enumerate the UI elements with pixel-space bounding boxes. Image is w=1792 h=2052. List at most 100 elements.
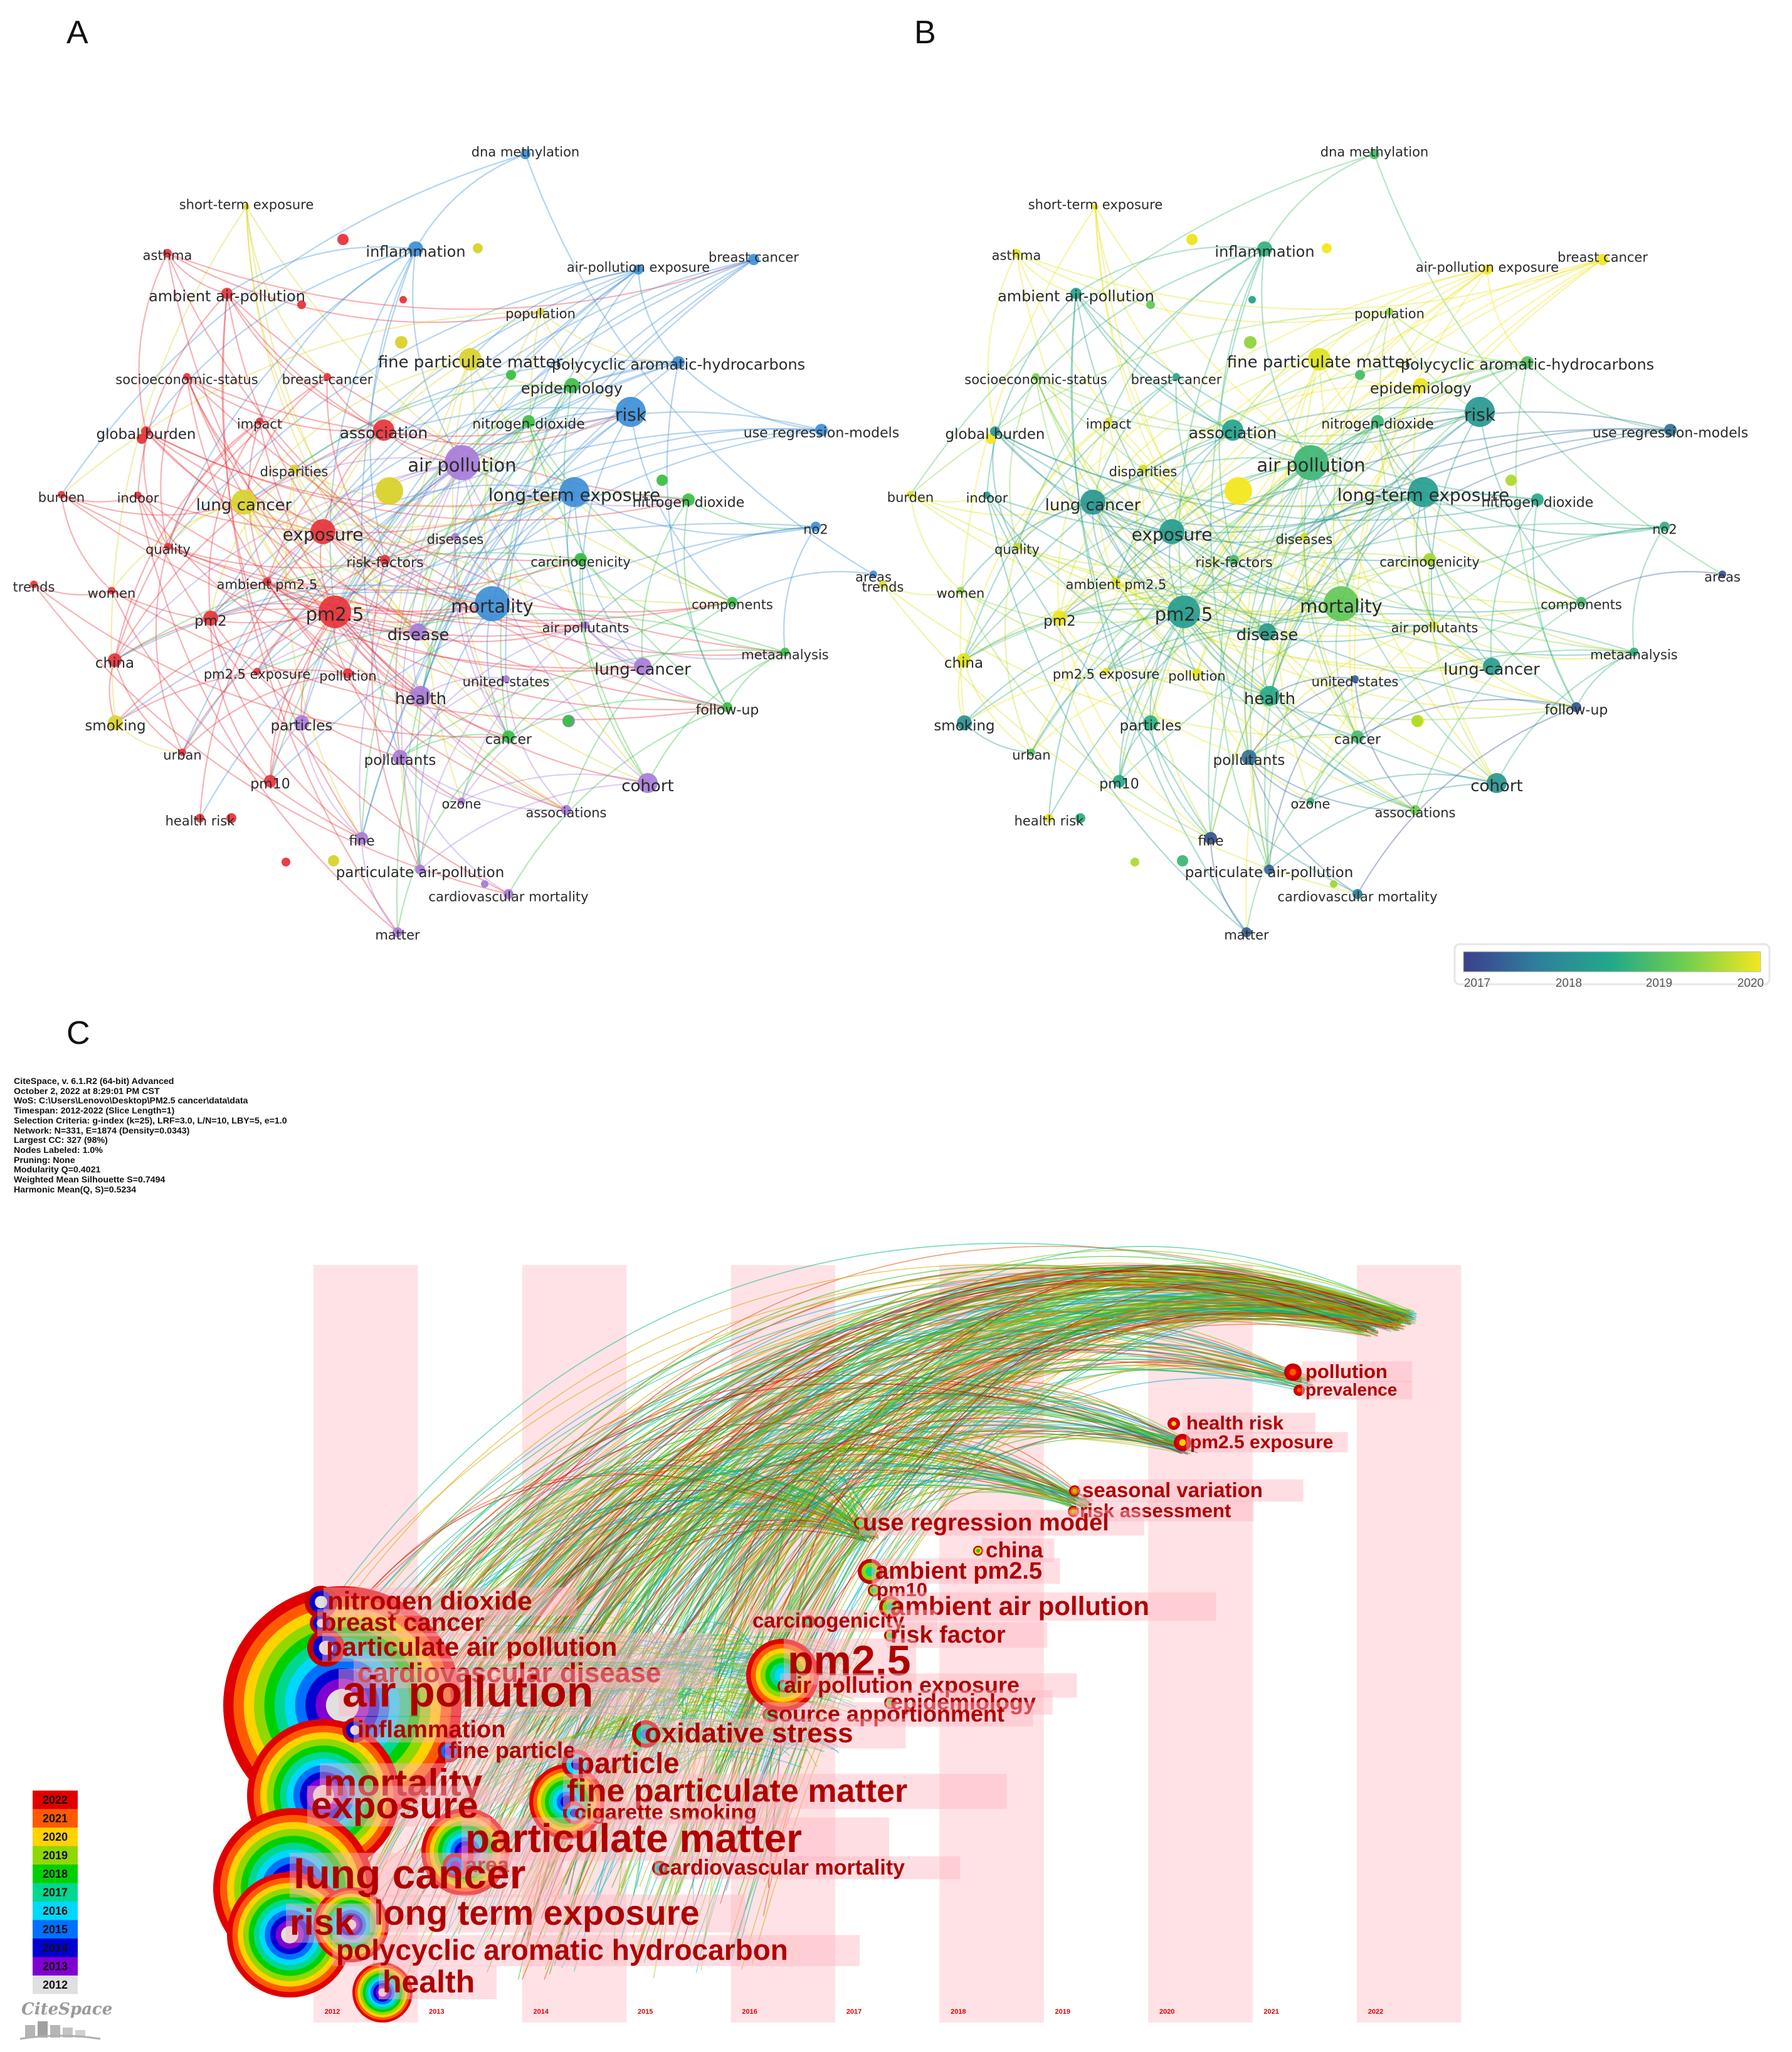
network-node	[1244, 336, 1257, 349]
network-edge	[500, 385, 572, 737]
timeline-panel: 2012 2013 2014 2015 2016 2017 2018 2019 2020 2021…	[33, 1243, 1462, 2023]
network-edge	[419, 782, 648, 870]
network-edge	[418, 558, 581, 633]
network-edge	[417, 259, 754, 633]
network-edge	[186, 376, 324, 532]
network-edge	[266, 581, 567, 811]
overlay-network-panel: dna methylation short-term exposure asthma…	[862, 144, 1749, 942]
network-edge	[1309, 736, 1358, 802]
network-node	[1371, 415, 1384, 428]
node-label: associations	[1374, 805, 1455, 820]
network-edge	[1319, 359, 1421, 387]
keyword-label: source apportionment	[766, 1701, 1004, 1727]
timeline-link	[397, 1300, 1408, 1717]
node-label: cancer	[485, 732, 532, 748]
network-node	[1410, 805, 1420, 815]
keyword-label-bg	[859, 1510, 1144, 1536]
network-node	[1192, 668, 1202, 678]
network-edge	[1183, 611, 1497, 784]
network-edge	[115, 611, 335, 723]
year-legend: 2022 2021 2020 2019 2018 2017 2016 2015 2014 2013…	[33, 1791, 78, 1994]
network-node	[562, 715, 574, 727]
network-edge	[160, 376, 187, 547]
network-edge	[1016, 535, 1305, 569]
network-edge	[461, 773, 648, 802]
network-edge	[182, 672, 349, 753]
network-node	[264, 775, 277, 787]
network-node	[1294, 445, 1329, 480]
network-edge	[1035, 376, 1480, 437]
node-label: socioeconomic-status	[115, 372, 258, 387]
axis-year: 2022	[1368, 2008, 1383, 2016]
network-edge	[418, 603, 493, 870]
legend-year: 2021	[43, 1813, 68, 1825]
network-edge	[1105, 559, 1235, 672]
keyword-node	[774, 1667, 791, 1683]
timeline-link	[643, 1433, 1189, 1963]
network-edge	[910, 493, 1094, 516]
timeline-link	[717, 1268, 1392, 1684]
network-edge	[208, 421, 260, 619]
network-edge	[113, 421, 260, 661]
network-edge	[688, 499, 816, 530]
legend-swatch	[33, 1809, 78, 1828]
node-label: areas	[1704, 569, 1741, 584]
node-label: diseases	[1276, 532, 1333, 547]
network-edge	[1267, 603, 1342, 870]
network-edge	[399, 624, 586, 758]
timeline-link	[545, 1318, 1376, 1970]
network-node	[163, 249, 172, 258]
node-label: long-term exposure	[488, 485, 661, 505]
network-node	[537, 308, 544, 315]
keyword-label: epidemiology	[890, 1689, 1036, 1715]
network-edge	[1134, 468, 1211, 839]
keyword-node	[1289, 1369, 1297, 1376]
timeline-link	[544, 1250, 1413, 1680]
network-edge	[460, 624, 586, 802]
network-edge	[528, 421, 733, 603]
node-label: women	[937, 586, 985, 601]
network-node	[137, 434, 147, 444]
network-node	[1012, 249, 1021, 258]
node-label: polycyclic aromatic-hydrocarbons	[1401, 355, 1654, 373]
network-edge	[1004, 546, 1033, 753]
network-node	[30, 581, 38, 588]
network-node	[393, 750, 408, 765]
network-edge	[415, 421, 529, 870]
network-node	[1177, 855, 1188, 866]
network-edge	[1220, 559, 1270, 870]
timeline-link	[525, 1651, 683, 1766]
keyword-node	[281, 1926, 298, 1944]
axis-year: 2013	[429, 2008, 444, 2016]
network-edge	[1309, 624, 1435, 802]
network-node	[1505, 475, 1517, 486]
axis-year: 2017	[846, 2008, 862, 2016]
node-label: particles	[271, 718, 333, 734]
keyword-node	[445, 1747, 453, 1756]
network-edge	[1070, 293, 1211, 839]
network-node	[1143, 715, 1158, 730]
network-edge	[243, 502, 456, 544]
node-label: disease	[1236, 626, 1299, 645]
node-label: mortality	[451, 596, 534, 617]
network-edge	[666, 362, 728, 708]
node-label: socioeconomic-status	[964, 372, 1107, 387]
label-layer: dna methylation short-term exposure asthma…	[862, 144, 1749, 942]
panel-label-c: C	[66, 1015, 90, 1051]
network-edge	[585, 525, 816, 626]
network-edge	[987, 253, 1017, 432]
legend-swatch	[33, 1957, 78, 1976]
network-edge	[727, 651, 786, 708]
network-edge	[1232, 411, 1480, 445]
axis-year: 2021	[1263, 2008, 1278, 2016]
keyword-node	[858, 1520, 863, 1526]
node-label: united-states	[463, 674, 550, 689]
network-edge	[258, 421, 421, 697]
network-edge	[963, 429, 1233, 661]
network-node	[1664, 424, 1677, 436]
network-node	[1102, 668, 1110, 675]
network-edge	[1178, 248, 1265, 613]
network-edge	[1094, 206, 1235, 560]
network-edge	[964, 522, 1665, 723]
network-edge	[960, 590, 1184, 624]
